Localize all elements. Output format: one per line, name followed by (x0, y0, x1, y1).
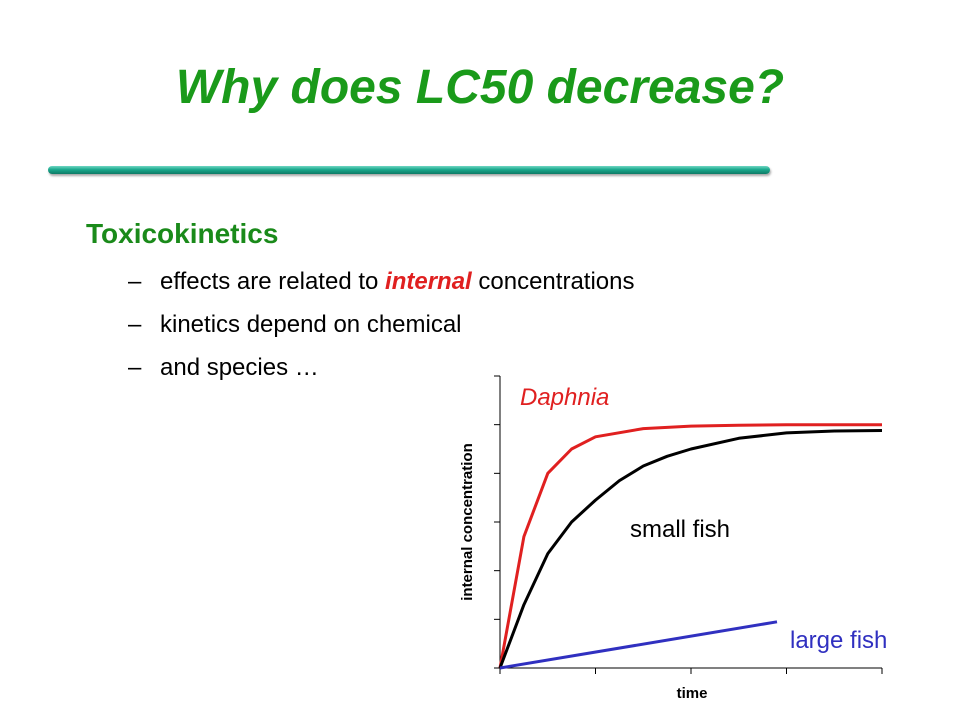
title-underline-bar (48, 166, 770, 174)
series-label-daphnia: Daphnia (520, 384, 609, 411)
bullet-text: effects are related to internal concentr… (160, 268, 634, 311)
bullet-item: – kinetics depend on chemical (128, 311, 634, 354)
bullet-emphasis: internal (385, 268, 472, 295)
x-axis-title: time (677, 685, 708, 702)
bullet-text: kinetics depend on chemical (160, 311, 462, 338)
bullet-dash: – (128, 311, 142, 338)
bullet-dash: – (128, 354, 142, 381)
series-label-large-fish: large fish (790, 627, 887, 654)
bullet-dash: – (128, 268, 142, 295)
bullet-item: – effects are related to internal concen… (128, 268, 634, 311)
bullet-list: – effects are related to internal concen… (128, 268, 634, 397)
bullet-item: – and species … (128, 354, 634, 397)
bullet-text: and species … (160, 354, 319, 381)
series-line-small-fish (498, 429, 883, 669)
chart-axes (494, 375, 883, 674)
slide-title: Why does LC50 decrease? (175, 61, 785, 114)
series-line-large-fish (499, 620, 778, 670)
series-label-small-fish: small fish (630, 516, 730, 543)
series-line-daphnia (498, 423, 882, 669)
bullet-text-after: concentrations (471, 268, 635, 295)
y-axis-title: internal concentration (459, 443, 476, 601)
bullet-text-before: effects are related to (160, 268, 386, 295)
section-heading: Toxicokinetics (86, 218, 279, 249)
chart-series (498, 423, 883, 670)
